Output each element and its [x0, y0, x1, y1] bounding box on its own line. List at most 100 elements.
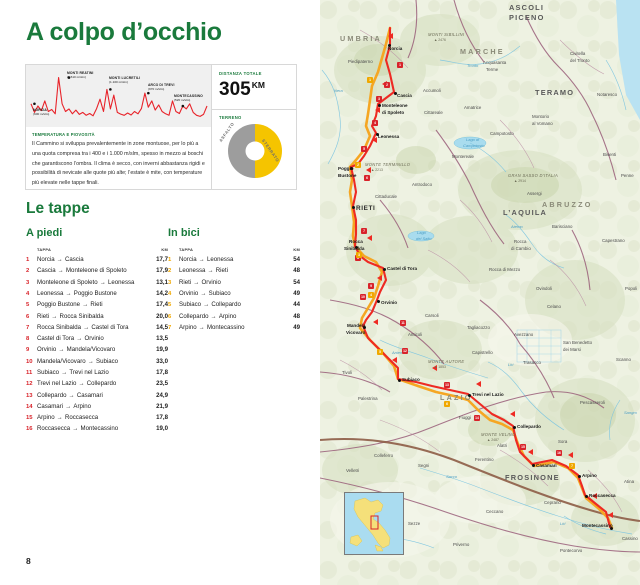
stage-number: 8	[26, 336, 30, 343]
map-stage-marker-foot[interactable]: 2	[384, 82, 390, 88]
route-map[interactable]: UMBRIA MARCHE ABRUZZO LAZIO ASCOLI PICENO TERA…	[320, 0, 640, 585]
table-row: 2 Leonessa → Rieti 48	[168, 265, 300, 276]
table-row: 15 Arpino → Roccasecca 17,8	[26, 412, 168, 423]
distance-label: DISTANZA TOTALE	[219, 71, 262, 76]
peak-annotation: MONTI LUCRETILI (1.100 m/slm)	[109, 76, 141, 84]
map-stage-marker-foot[interactable]: 1	[397, 62, 403, 68]
stage-route: Norcia → Leonessa	[179, 256, 234, 264]
stage-km: 13,1	[156, 278, 168, 286]
stage-km: 23,5	[156, 380, 168, 388]
map-stage-marker-foot[interactable]: 7	[361, 228, 367, 234]
distance-value-wrap: 305KM	[219, 80, 290, 99]
map-stage-marker-foot[interactable]: 8	[355, 255, 361, 261]
map-stage-marker-foot[interactable]: 10	[360, 294, 366, 300]
arrow-icon: →	[197, 324, 207, 331]
stages-table-by-bike: TAPPA KM 1 Norcia → Leonessa 54 2 Leonessa →…	[168, 247, 300, 333]
route-direction-arrow-icon	[432, 365, 437, 371]
map-stage-marker-bike[interactable]: 7	[569, 463, 575, 469]
terrain-label: TERRENO	[219, 115, 242, 120]
stage-number: 10	[26, 358, 33, 365]
table-row: 5 Subiaco → Collepardo 44	[168, 299, 300, 310]
stage-route: Rocca Sinibalda → Castel di Tora	[37, 323, 129, 331]
arrow-icon: →	[80, 302, 90, 309]
map-town-dot	[355, 246, 359, 250]
stage-number: 7	[26, 324, 30, 331]
left-page-panel: A colpo d’occhio NORCIA (600 m/slm) MONT…	[25, 18, 300, 566]
stage-km: 21,9	[156, 402, 168, 410]
temperature-text: Il Cammino si sviluppa prevalentemente i…	[32, 141, 205, 187]
total-distance-block: DISTANZA TOTALE 305KM	[212, 65, 297, 110]
stage-number: 2	[26, 268, 30, 275]
arrow-icon: →	[55, 257, 65, 264]
col-header-stage: TAPPA	[37, 247, 52, 252]
stage-number: 4	[168, 290, 172, 297]
table-row: 3 Monteleone di Spoleto → Leonessa 13,1	[26, 277, 168, 288]
stage-km: 54	[293, 278, 300, 286]
stage-number: 14	[26, 403, 33, 410]
stage-number: 5	[168, 302, 172, 309]
temperature-block: TEMPERATURA E PIOVOSITÀ Il Cammino si sv…	[26, 127, 212, 190]
stage-route: Collepardo → Casamari	[37, 391, 103, 399]
stage-route: Subiaco → Collepardo	[179, 301, 241, 309]
map-stage-marker-foot[interactable]: 5	[361, 146, 367, 152]
stage-route: Rieti → Rocca Sinibalda	[37, 312, 104, 320]
map-stage-marker-foot[interactable]: 9	[368, 283, 374, 289]
map-stage-marker-bike[interactable]: 2	[355, 162, 361, 168]
table-row: 7 Rocca Sinibalda → Castel di Tora 14,5	[26, 322, 168, 333]
map-stage-marker-foot[interactable]: 3	[376, 96, 382, 102]
table-header-row: TAPPA KM	[168, 247, 300, 254]
stage-number: 6	[26, 313, 30, 320]
arrow-icon: →	[86, 358, 96, 365]
map-stage-marker-foot[interactable]: 6	[364, 175, 370, 181]
table-row: 1 Norcia → Leonessa 54	[168, 254, 300, 265]
terrain-donut-chart: ASFALTO STERRATO	[218, 121, 291, 181]
map-stage-marker-foot[interactable]: 4	[372, 120, 378, 126]
arrow-icon: →	[49, 313, 60, 320]
stage-number: 3	[26, 279, 30, 286]
map-town-dot	[398, 379, 402, 383]
stage-km: 20,0	[156, 312, 168, 320]
map-town-dot	[378, 104, 382, 108]
stage-route: Collepardo → Arpino	[179, 312, 237, 320]
stage-km: 48	[293, 312, 300, 320]
route-direction-arrow-icon	[388, 33, 393, 39]
stage-km: 17,9	[156, 267, 168, 275]
map-stage-marker-bike[interactable]: 4	[368, 292, 374, 298]
stage-number: 1	[26, 257, 30, 264]
map-stage-marker-foot[interactable]: 12	[402, 348, 408, 354]
stage-number: 16	[26, 426, 33, 433]
table-row: 13 Collepardo → Casamari 24,9	[26, 389, 168, 400]
map-stage-marker-foot[interactable]: 13	[444, 382, 450, 388]
arrow-icon: →	[55, 415, 65, 422]
map-stage-marker-foot[interactable]: 11	[400, 320, 406, 326]
terrain-block: TERRENO ASFALTO STERRATO	[212, 110, 297, 190]
stage-route: Arpino → Montecassino	[179, 323, 245, 331]
map-stage-marker-bike[interactable]: 3	[356, 252, 362, 258]
italy-inset-svg	[345, 493, 403, 554]
table-row: 9 Orvinio → Mandela/Vicovaro 19,9	[26, 344, 168, 355]
distance-unit: KM	[251, 79, 265, 90]
table-row: 6 Rieti → Rocca Sinibalda 20,0	[26, 310, 168, 321]
map-stage-marker-bike[interactable]: 6	[444, 401, 450, 407]
stage-km: 17,8	[156, 368, 168, 376]
map-stage-marker-bike[interactable]: 1	[367, 77, 373, 83]
route-direction-arrow-icon	[476, 381, 481, 387]
map-town-dot	[350, 167, 354, 171]
stage-km: 19,9	[156, 346, 168, 354]
table-row: 2 Cascia → Monteleone di Spoleto 17,9	[26, 265, 168, 276]
stage-km: 44	[293, 301, 300, 309]
map-stage-marker-foot[interactable]: 15	[520, 444, 526, 450]
route-direction-arrow-icon	[373, 319, 378, 325]
map-town-dot	[388, 44, 392, 48]
stages-section-title: Le tappe	[26, 200, 90, 217]
map-stage-marker-bike[interactable]: 5	[377, 349, 383, 355]
stage-route: Roccasecca → Montecassino	[37, 425, 119, 433]
map-stage-marker-foot[interactable]: 16	[556, 450, 562, 456]
page-title: A colpo d’occhio	[26, 18, 222, 46]
route-direction-arrow-icon	[377, 275, 382, 281]
arrow-icon: →	[197, 257, 207, 264]
stage-number: 13	[26, 392, 33, 399]
map-stage-marker-foot[interactable]: 14	[474, 415, 480, 421]
arrow-icon: →	[63, 290, 74, 297]
arrow-icon: →	[74, 336, 84, 343]
